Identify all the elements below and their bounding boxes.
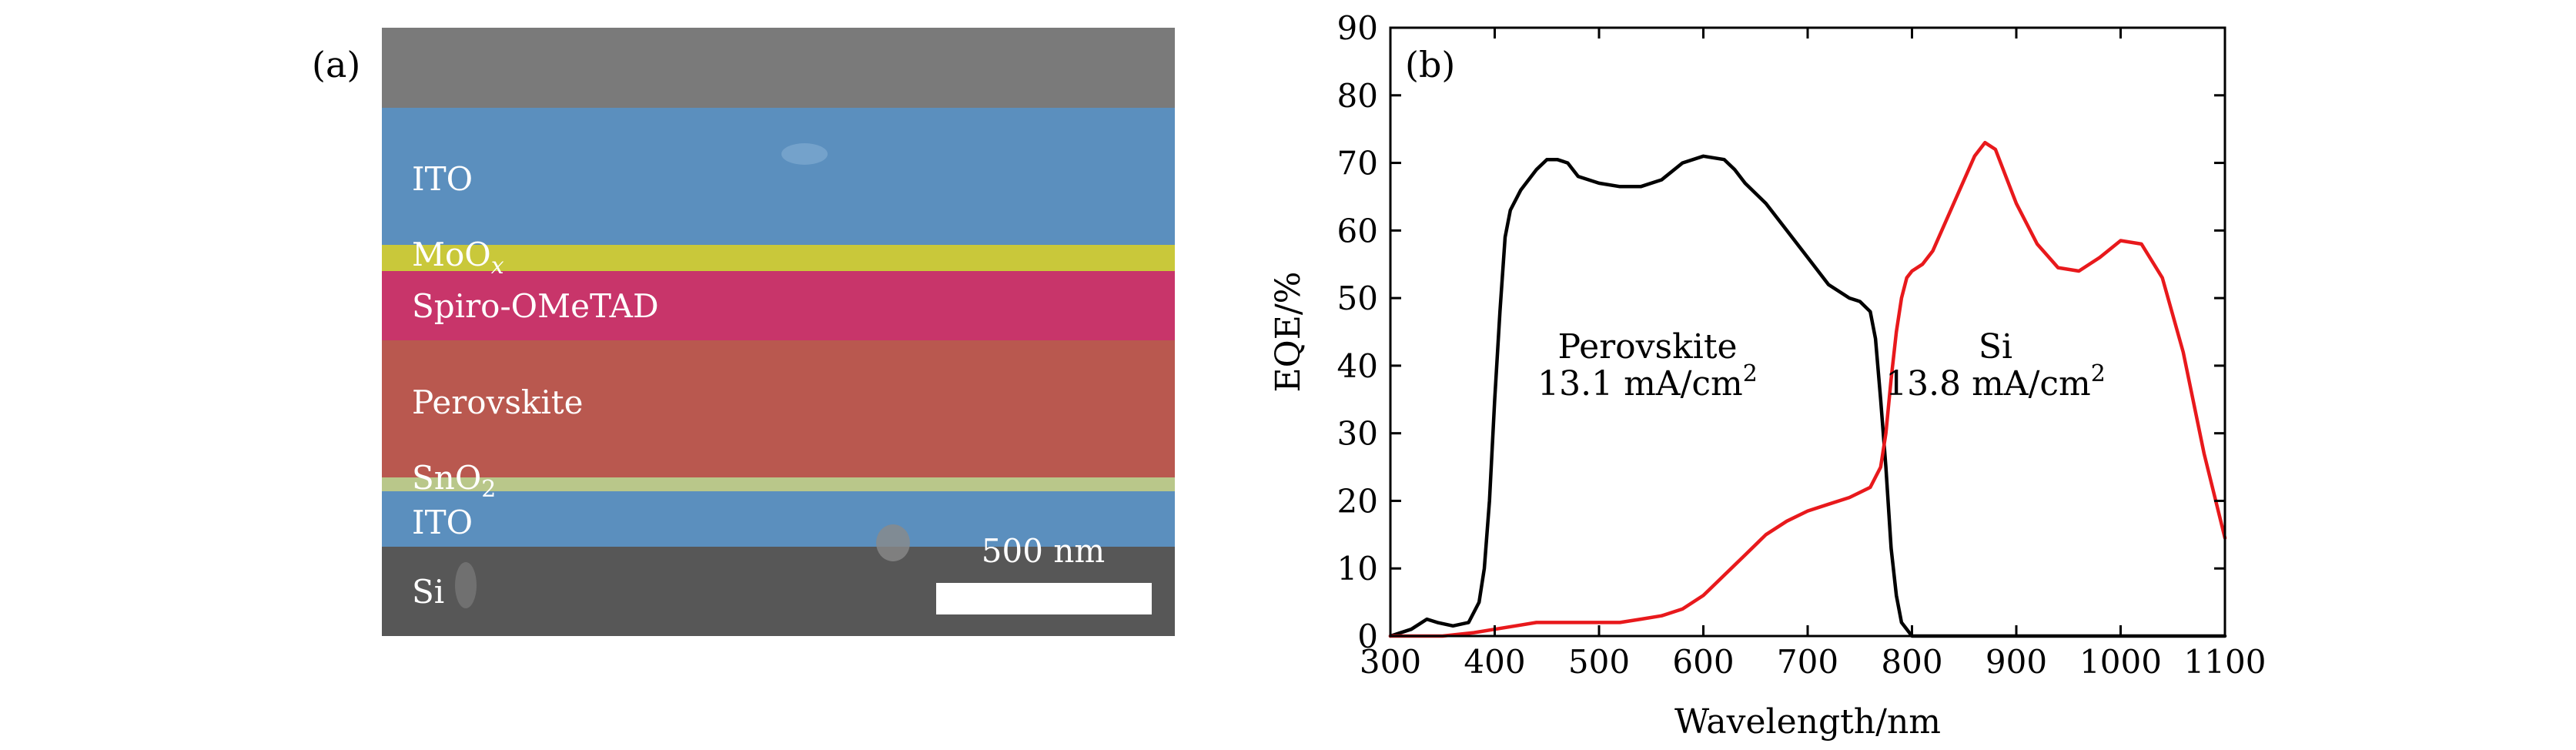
y-tick-label: 10 (1337, 550, 1378, 588)
sem-speck-2 (876, 524, 910, 561)
annotation-perovskite-jsc-value: 13.1 mA/cm (1537, 364, 1743, 403)
panel-b: 300 400 500 600 700 800 900 1000 1100 0 10 20 30 40 50… (1269, 9, 2266, 742)
layer-label-perovskite: Perovskite (412, 383, 584, 421)
sem-speck-3 (455, 562, 477, 608)
x-tick-label: 300 (1360, 643, 1421, 681)
sem-speck (781, 143, 828, 165)
x-tick-label: 500 (1568, 643, 1630, 681)
x-tick-label: 1100 (2184, 643, 2267, 681)
sem-image (382, 28, 1175, 636)
layer-moox (382, 245, 1175, 271)
annotation-perovskite-jsc: 13.1 mA/cm2 (1537, 360, 1758, 403)
x-tick-label: 700 (1777, 643, 1838, 681)
y-tick-label: 0 (1357, 618, 1378, 655)
layer-label-ito-top: ITO (412, 160, 473, 198)
layer-label-moox: MoOx (412, 236, 504, 280)
layer-label-moox-base: MoO (412, 236, 491, 273)
layer-ito-top (382, 108, 1175, 245)
y-tick-label: 90 (1337, 9, 1378, 47)
y-tick-label: 30 (1337, 415, 1378, 453)
annotation-si-name: Si (1979, 327, 2012, 367)
layer-label-si: Si (412, 573, 444, 611)
scale-bar-group: 500 nm (936, 532, 1152, 614)
layer-label-moox-sub: x (491, 253, 504, 280)
y-tick-label: 50 (1337, 280, 1378, 317)
scale-bar (936, 583, 1152, 614)
layer-spiro (382, 271, 1175, 340)
series-line-si (1388, 140, 2227, 638)
layer-label-sno2-base: SnO (412, 459, 481, 497)
layer-sno2 (382, 477, 1175, 491)
sem-top-cap (382, 28, 1175, 108)
annotation-perovskite-jsc-sup: 2 (1743, 360, 1758, 387)
y-tick-label: 70 (1337, 145, 1378, 182)
series-layer (1388, 140, 2227, 638)
layer-label-spiro: Spiro-OMeTAD (412, 287, 659, 325)
ticks-layer: 300 400 500 600 700 800 900 1000 1100 0 10 20 30 40 50… (1337, 9, 2267, 681)
x-tick-label: 400 (1464, 643, 1525, 681)
x-tick-label: 900 (1986, 643, 2047, 681)
x-tick-label: 800 (1881, 643, 1942, 681)
annotation-si-jsc-value: 13.8 mA/cm (1885, 364, 2091, 403)
layer-ito-bottom (382, 491, 1175, 547)
panel-a-label: (a) (312, 44, 360, 85)
layer-label-sno2-sub: 2 (481, 476, 496, 503)
x-tick-label: 600 (1672, 643, 1734, 681)
y-tick-label: 60 (1337, 212, 1378, 249)
plot-area: 300 400 500 600 700 800 900 1000 1100 0 10 20 30 40 50… (1337, 9, 2267, 681)
layer-perovskite (382, 340, 1175, 477)
layer-label-sno2: SnO2 (412, 459, 496, 503)
y-tick-label: 20 (1337, 482, 1378, 520)
y-axis-label: EQE/% (1269, 272, 1308, 393)
annotation-si-jsc-sup: 2 (2091, 360, 2106, 387)
y-tick-label: 80 (1337, 77, 1378, 115)
annotation-perovskite-name: Perovskite (1557, 327, 1737, 367)
scale-bar-label: 500 nm (982, 532, 1105, 570)
y-tick-label: 40 (1337, 347, 1378, 385)
layer-label-ito-bottom: ITO (412, 504, 473, 541)
panel-b-label: (b) (1405, 44, 1455, 85)
panel-a: (a) ITO MoOx Spiro-OMeTAD Perovskite SnO… (312, 28, 1175, 636)
x-tick-label: 1000 (2079, 643, 2162, 681)
annotation-si-jsc: 13.8 mA/cm2 (1885, 360, 2106, 403)
x-axis-label: Wavelength/nm (1674, 702, 1941, 742)
series-line-perovskite (1388, 154, 2227, 638)
plot-frame (1389, 26, 2226, 638)
layer-labels: ITO MoOx Spiro-OMeTAD Perovskite SnO2 IT… (412, 160, 659, 611)
